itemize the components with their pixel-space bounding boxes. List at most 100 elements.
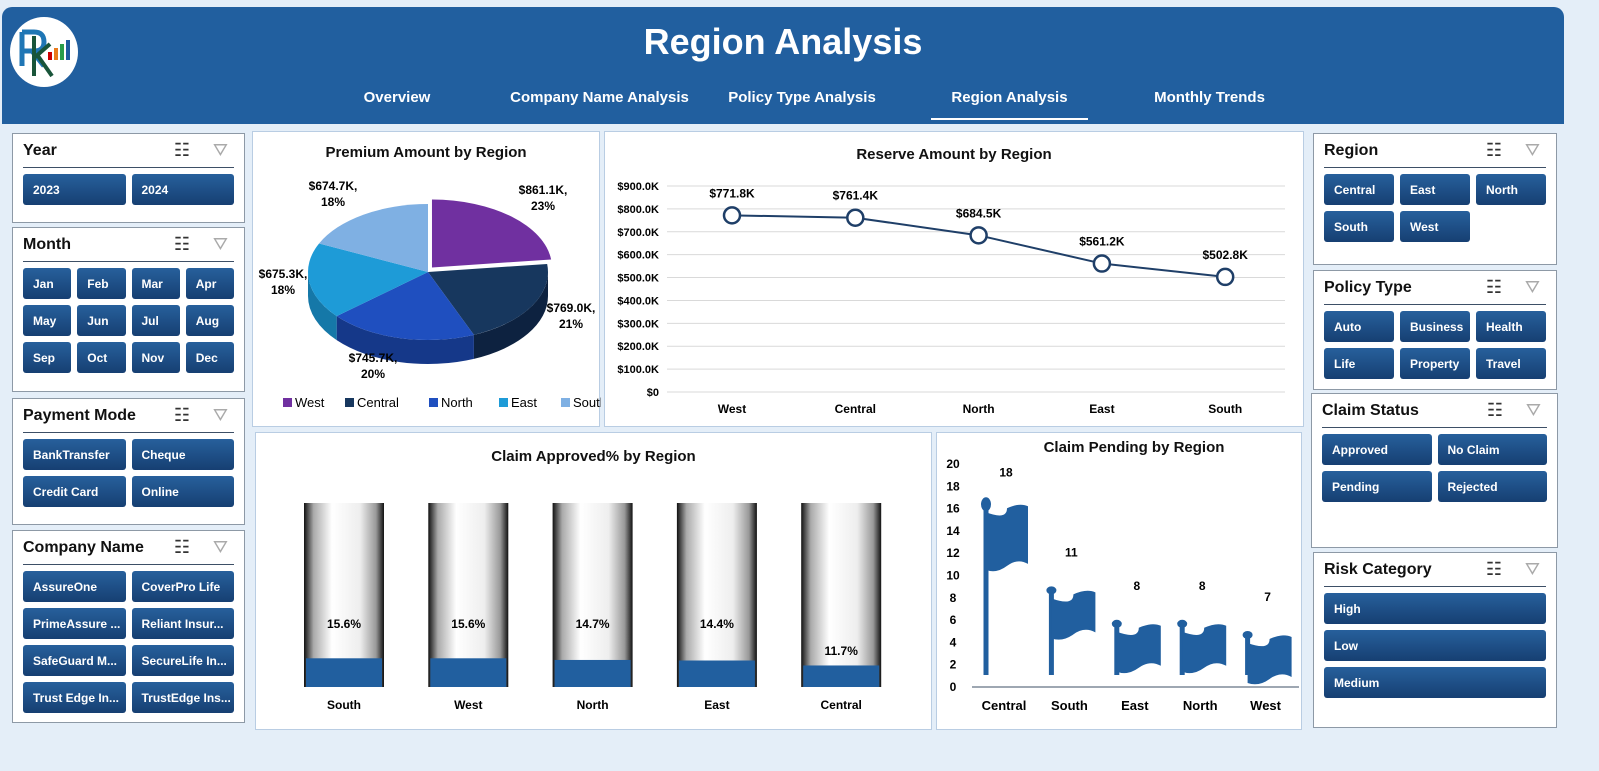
slicer-item-claim[interactable]: Rejected: [1437, 471, 1547, 502]
series-line: [731, 214, 1226, 278]
y-tick-label: 12: [946, 546, 960, 560]
pie-data-label: $745.7K,: [349, 351, 398, 365]
data-label: 14.7%: [576, 617, 610, 631]
multi-select-icon[interactable]: ☷: [1485, 140, 1502, 160]
x-tick-label: Central: [982, 698, 1027, 713]
data-point: [722, 206, 742, 225]
data-label: 7: [1264, 590, 1271, 604]
slicer-item-risk[interactable]: Medium: [1324, 667, 1546, 698]
slicer-item-month[interactable]: Sep: [23, 342, 72, 373]
x-tick-label: West: [454, 698, 482, 712]
clear-filter-icon[interactable]: ⛛: [1524, 140, 1540, 160]
slicer-item-company[interactable]: Trust Edge In...: [23, 682, 126, 713]
slicer-item-region[interactable]: North: [1476, 174, 1546, 205]
flag-west: [1247, 635, 1292, 685]
slicer-item-region[interactable]: South: [1324, 211, 1394, 242]
slicer-item-company[interactable]: Reliant Insur...: [131, 608, 234, 639]
slicer-item-month[interactable]: May: [23, 305, 72, 336]
data-label: 11: [1065, 545, 1078, 559]
cylinder-fill-north: [554, 659, 631, 687]
slicer-item-risk[interactable]: High: [1324, 593, 1546, 624]
cylinder-fill-east: [678, 660, 755, 687]
slicer-item-region[interactable]: Central: [1324, 174, 1394, 205]
slicer-item-policy[interactable]: Health: [1476, 311, 1546, 342]
slicer-item-month[interactable]: Apr: [185, 268, 234, 299]
slicer-item-company[interactable]: AssureOne: [23, 571, 126, 602]
slicer-item-policy[interactable]: Auto: [1324, 311, 1394, 342]
tab-overview[interactable]: Overview: [363, 89, 431, 106]
slicer-item-month[interactable]: Jul: [131, 305, 180, 336]
slicer-item-month[interactable]: Jan: [23, 268, 72, 299]
slicer-item-month[interactable]: Jun: [77, 305, 126, 336]
x-tick-label: West: [1250, 698, 1281, 713]
slicer-item-payment[interactable]: BankTransfer: [23, 439, 126, 470]
slicer-item-company[interactable]: SecureLife In...: [131, 645, 234, 676]
slicer-item-month[interactable]: Mar: [131, 268, 180, 299]
tab-monthly-trends[interactable]: Monthly Trends: [1154, 89, 1265, 106]
slicer-item-year[interactable]: 2024: [131, 174, 234, 205]
tab-region-analysis[interactable]: Region Analysis: [931, 89, 1088, 120]
slicer-item-policy[interactable]: Property: [1400, 348, 1470, 379]
multi-select-icon[interactable]: ☷: [173, 405, 190, 425]
x-tick-label: Central: [821, 698, 862, 712]
slicer-title: Company Name: [23, 539, 144, 556]
y-tick-label: 6: [950, 613, 957, 627]
cylinder-track: [552, 503, 633, 687]
multi-select-icon[interactable]: ☷: [1486, 400, 1503, 420]
slicer-item-year[interactable]: 2023: [23, 174, 126, 205]
flag-chart: 0 2 4 6 8 10 12 14 16 18 20 18 Central 11 South 8 East 8 N…: [946, 457, 1299, 713]
slicer-item-policy[interactable]: Business: [1400, 311, 1470, 342]
flag-central: [986, 504, 1028, 572]
slicer-item-payment[interactable]: Online: [131, 476, 234, 507]
slicer-item-payment[interactable]: Credit Card: [23, 476, 126, 507]
data-label: 11.7%: [825, 644, 859, 658]
slicer-title: Risk Category: [1324, 561, 1432, 578]
clear-filter-icon[interactable]: ⛛: [1524, 277, 1540, 297]
multi-select-icon[interactable]: ☷: [173, 140, 190, 160]
slicer-item-policy[interactable]: Life: [1324, 348, 1394, 379]
chart-title: Premium Amount by Region: [325, 144, 527, 161]
slicer-item-region[interactable]: East: [1400, 174, 1470, 205]
cylinder-chart: 15.6% South 15.6% West 14.7% North 14.4% East 11…: [304, 503, 882, 712]
slicer-item-payment[interactable]: Cheque: [131, 439, 234, 470]
y-tick-label: $200.0K: [617, 341, 659, 353]
multi-select-icon[interactable]: ☷: [173, 537, 190, 557]
multi-select-icon[interactable]: ☷: [1485, 559, 1502, 579]
y-tick-label: $700.0K: [617, 227, 659, 239]
pie-slice-side: [308, 272, 337, 341]
clear-filter-icon[interactable]: ⛛: [212, 140, 228, 160]
line-chart: $0 $100.0K $200.0K $300.0K $400.0K $500.0K $60…: [617, 181, 1285, 416]
y-tick-label: $300.0K: [617, 318, 659, 330]
slicer-title: Claim Status: [1322, 402, 1419, 419]
slicer-item-claim[interactable]: Approved: [1322, 434, 1432, 465]
slicer-item-claim[interactable]: Pending: [1322, 471, 1432, 502]
tab-company-name-analysis[interactable]: Company Name Analysis: [510, 89, 689, 106]
slicer-item-company[interactable]: SafeGuard M...: [23, 645, 126, 676]
clear-filter-icon[interactable]: ⛛: [212, 405, 228, 425]
divider: [23, 564, 234, 565]
x-tick-label: East: [1121, 698, 1149, 713]
tab-policy-type-analysis[interactable]: Policy Type Analysis: [728, 89, 876, 106]
clear-filter-icon[interactable]: ⛛: [1524, 559, 1540, 579]
slicer-item-month[interactable]: Aug: [185, 305, 234, 336]
slicer-item-month[interactable]: Nov: [131, 342, 180, 373]
slicer-item-region[interactable]: West: [1400, 211, 1470, 242]
pie-data-label: $675.3K,: [259, 267, 308, 281]
multi-select-icon[interactable]: ☷: [1485, 277, 1502, 297]
multi-select-icon[interactable]: ☷: [173, 234, 190, 254]
slicer-title: Year: [23, 142, 57, 159]
clear-filter-icon[interactable]: ⛛: [212, 537, 228, 557]
clear-filter-icon[interactable]: ⛛: [212, 234, 228, 254]
slicer-item-month[interactable]: Oct: [77, 342, 126, 373]
slicer-item-month[interactable]: Feb: [77, 268, 126, 299]
slicer-item-company[interactable]: TrustEdge Ins...: [131, 682, 234, 713]
slicer-item-month[interactable]: Dec: [185, 342, 234, 373]
slicer-item-company[interactable]: PrimeAssure ...: [23, 608, 126, 639]
slicer-item-company[interactable]: CoverPro Life: [131, 571, 234, 602]
clear-filter-icon[interactable]: ⛛: [1525, 400, 1541, 420]
slicer-item-claim[interactable]: No Claim: [1437, 434, 1547, 465]
slicer-item-policy[interactable]: Travel: [1476, 348, 1546, 379]
legend-label: West: [295, 395, 325, 410]
slicer-item-risk[interactable]: Low: [1324, 630, 1546, 661]
x-tick-label: Central: [835, 402, 876, 416]
